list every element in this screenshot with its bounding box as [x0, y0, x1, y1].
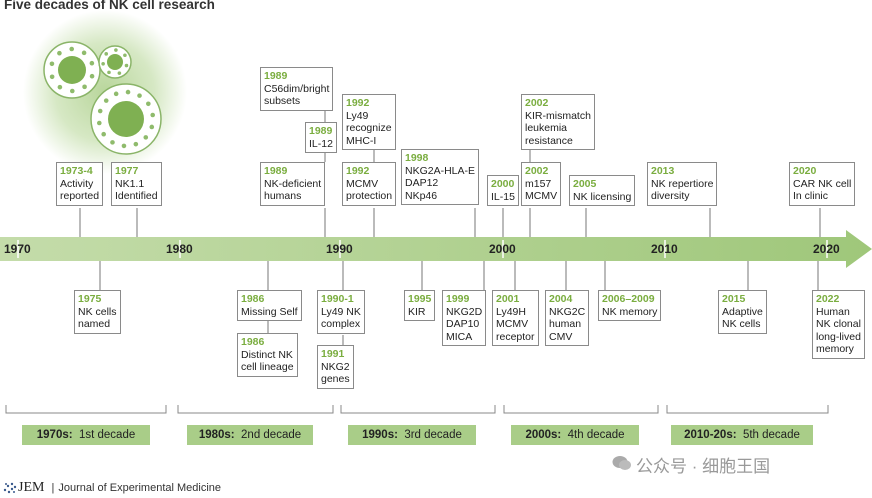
event-box: 1999 NKG2D DAP10 MICA [442, 290, 487, 346]
event-box: 1977 NK1.1 Identified [111, 162, 162, 206]
granule [82, 84, 87, 90]
decade-bar-1970s: 1970s: 1st decade [22, 425, 150, 445]
event-box: 2002 KIR-mismatch leukemia resistance [521, 94, 595, 150]
event-box: 2020 CAR NK cell In clinic [789, 162, 856, 206]
event-box: 2013 NK repertiore diversity [647, 162, 718, 206]
granule [123, 53, 127, 58]
granule [143, 135, 149, 140]
granule [89, 73, 95, 79]
granule [57, 50, 62, 56]
granule [133, 141, 139, 147]
decade-bar-1980s: 1980s: 2nd decade [187, 425, 313, 445]
decade-bracket [666, 405, 829, 414]
event-box: 1989 NK-deficient humans [260, 162, 326, 206]
jem-logo-icon [3, 482, 17, 494]
granule [114, 48, 118, 52]
event-box: 1995 KIR [404, 290, 436, 321]
year-label-1970: 1970 [4, 242, 31, 256]
granule [150, 112, 156, 118]
granule [89, 60, 95, 66]
granule [69, 88, 75, 94]
decade-bar-2010-20s: 2010-20s: 5th decade [671, 425, 813, 445]
granule [103, 98, 109, 103]
event-box: 1973-4 Activity reported [56, 162, 104, 206]
decade-bracket [5, 405, 167, 414]
granule [110, 140, 115, 145]
event-box: 2001 Ly49H MCMV receptor [492, 290, 539, 346]
page-title: Five decades of NK cell research [4, 0, 215, 12]
wechat-icon [612, 456, 631, 470]
granule [49, 61, 55, 67]
granule [113, 91, 119, 97]
granule [101, 61, 105, 66]
event-box: 2015 Adaptive NK cells [718, 290, 767, 334]
granule [125, 89, 131, 95]
granule [124, 63, 129, 68]
event-box: 1991 NKG2 genes [317, 345, 354, 389]
journal-name: Journal of Experimental Medicine [58, 482, 222, 494]
event-box: 2005 NK licensing [569, 175, 636, 206]
watermark-text: 公众号 · 细胞王国 [636, 457, 771, 476]
granule [97, 108, 103, 114]
granule [104, 52, 109, 56]
event-box: 1989 IL-12 [305, 122, 337, 153]
journal-footer: JEM | Journal of Experimental Medicine [4, 480, 221, 496]
event-box: 2006–2009 NK memory [598, 290, 662, 321]
event-box: 1992 MCMV protection [342, 162, 397, 206]
event-box: 1986 Missing Self [237, 290, 302, 321]
granule [107, 70, 111, 75]
year-label-1980: 1980 [166, 242, 193, 256]
decade-bracket [503, 405, 659, 414]
granule [49, 74, 55, 80]
nk-cell-large [90, 83, 162, 155]
event-box: 1975 NK cells named [74, 290, 121, 334]
event-box: 2004 NKG2C human CMV [545, 290, 590, 346]
footer-separator: | [51, 482, 55, 494]
event-box: 2000 IL-15 [487, 175, 519, 206]
year-label-2020: 2020 [813, 242, 840, 256]
event-box: 2022 Human NK clonal long-lived memory [812, 290, 865, 359]
decade-bar-1990s: 1990s: 3rd decade [348, 425, 476, 445]
event-box: 1992 Ly49 recognize MHC-I [342, 94, 396, 150]
granule [69, 46, 75, 52]
event-box: 1986 Distinct NK cell lineage [237, 333, 298, 377]
nk-cell-illustration [23, 10, 187, 174]
year-label-2000: 2000 [489, 242, 516, 256]
decade-bracket [340, 405, 496, 414]
jem-logo: JEM [18, 480, 45, 495]
granule [149, 124, 155, 130]
granule [101, 131, 106, 137]
event-box: 1998 NKG2A-HLA-E DAP12 NKp46 [401, 149, 480, 205]
event-box: 1990-1 Ly49 NK complex [317, 290, 365, 334]
granule [81, 50, 87, 56]
year-label-2010: 2010 [651, 242, 678, 256]
decade-bracket [177, 405, 334, 414]
granule [146, 101, 151, 107]
granule [57, 84, 63, 90]
granule [96, 120, 102, 126]
granule [137, 93, 142, 98]
timeline-arrow [0, 230, 872, 268]
event-box: 1989 C56dim/bright subsets [260, 67, 334, 111]
decade-bar-2000s: 2000s: 4th decade [511, 425, 639, 445]
year-label-1990: 1990 [326, 242, 353, 256]
granule [117, 71, 122, 75]
granule [121, 143, 127, 149]
nk-cell-small-left [43, 41, 101, 99]
event-box: 2002 m157 MCMV [521, 162, 562, 206]
